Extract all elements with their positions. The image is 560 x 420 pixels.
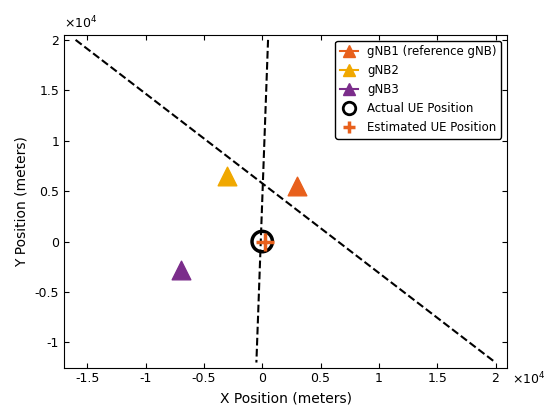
Legend: gNB1 (reference gNB), gNB2, gNB3, Actual UE Position, Estimated UE Position: gNB1 (reference gNB), gNB2, gNB3, Actual… [335,41,501,139]
Point [223,173,232,179]
Point [258,238,267,245]
X-axis label: X Position (meters): X Position (meters) [220,391,352,405]
Point [176,266,185,273]
Text: $\times 10^4$: $\times 10^4$ [64,15,97,32]
Text: $\times 10^4$: $\times 10^4$ [512,371,545,388]
Point [260,238,269,245]
Point [293,183,302,189]
Y-axis label: Y Position (meters): Y Position (meters) [15,136,29,267]
